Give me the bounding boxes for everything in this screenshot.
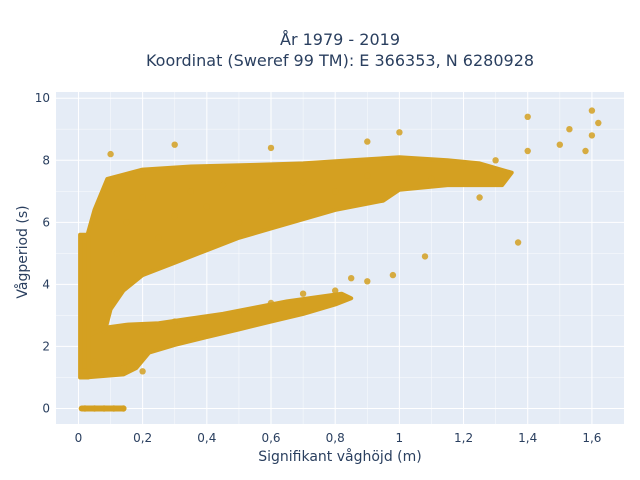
x-tick-label: 0,8 [326,431,345,445]
data-point [588,132,596,139]
data-point [460,163,467,170]
data-point [97,371,105,378]
data-point [396,129,403,136]
data-point [139,368,146,375]
data-point [91,358,98,366]
data-point [595,119,602,127]
x-tick-label: 1 [396,431,404,445]
chart-title-line-1: År 1979 - 2019 [280,30,400,49]
data-point [155,234,162,241]
data-point [588,107,596,114]
x-tick-label: 0,2 [133,431,152,445]
data-point [299,178,307,186]
data-point [107,150,114,158]
y-tick-label: 6 [42,215,50,229]
x-tick-label: 0,4 [197,431,216,445]
x-tick-label: 1,6 [582,431,601,445]
data-point [267,299,275,307]
tick-labels: 0 0,2 0,4 0,6 0,8 1 1,2 1,4 1,6 0 2 4 6 8 10 [35,91,602,445]
data-point [187,188,194,195]
data-point [235,219,243,226]
y-tick-label: 4 [42,277,50,291]
data-point [556,141,563,148]
x-tick-label: 1,4 [518,431,537,445]
data-point [582,147,589,155]
data-point [267,197,275,204]
data-point [100,327,108,335]
data-point [171,141,178,148]
data-point [514,239,522,246]
data-point [81,368,89,375]
data-point [203,315,210,322]
data-point [524,147,531,155]
data-point [428,175,435,183]
grid-lines [56,92,624,424]
data-point [81,405,89,412]
lower-point-cloud [82,291,354,380]
data-point [203,203,210,210]
data-point [107,296,114,304]
data-point [364,172,371,179]
data-point [120,364,127,372]
data-point [91,405,98,412]
data-point [396,169,403,176]
data-point [171,318,178,325]
y-axis-label: Vågperiod (s) [14,205,31,298]
y-tick-label: 10 [35,91,50,105]
data-point [139,194,146,201]
data-point [123,219,130,226]
data-point [421,253,429,260]
data-point [566,126,573,133]
data-point [364,278,371,285]
data-point [524,113,531,121]
x-axis-label: Signifikant våghöjd (m) [258,448,421,465]
data-point [299,290,307,297]
data-point [332,287,339,294]
data-point [100,405,108,412]
data-point [113,250,121,257]
data-point [235,309,243,316]
data-density-cloud [78,155,514,412]
data-point [389,271,397,279]
data-point [123,358,130,366]
data-point [492,157,499,164]
data-point [348,275,355,282]
x-tick-label: 0 [75,431,83,445]
chart-title-line-2: Koordinat (Sweref 99 TM): E 366353, N 62… [146,51,534,70]
data-point [171,212,178,220]
data-point [110,405,118,412]
data-point [476,194,483,201]
y-tick-label: 2 [42,339,50,353]
x-tick-label: 1,2 [454,431,473,445]
data-point [219,181,227,189]
data-point [332,188,339,195]
data-points [81,107,602,412]
data-point [120,405,127,412]
data-point [139,327,146,335]
y-tick-label: 0 [42,401,50,415]
near-zero-point-cloud [78,232,91,380]
data-point [267,144,275,152]
upper-point-cloud [82,155,514,377]
y-tick-label: 8 [42,153,50,167]
x-tick-label: 0,6 [261,431,280,445]
data-point [364,138,371,145]
